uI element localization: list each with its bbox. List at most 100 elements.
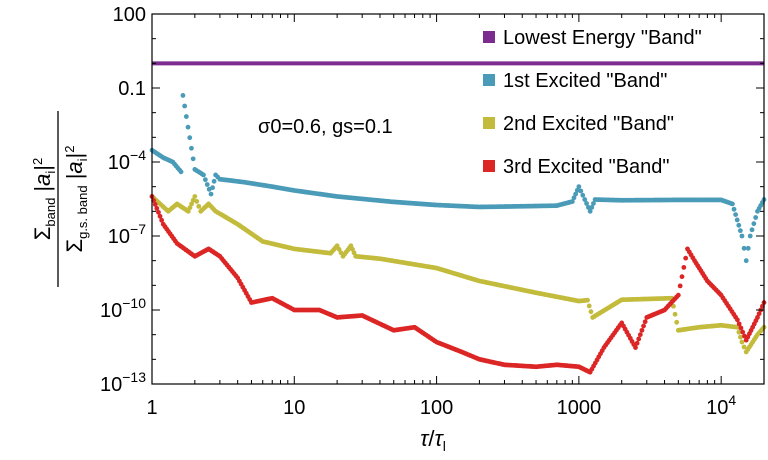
legend: Lowest Energy "Band" 1st Excited "Band" 2n… (483, 27, 702, 178)
data-point (589, 205, 595, 210)
data-point (334, 243, 340, 249)
data-point (642, 319, 648, 325)
data-point (573, 191, 579, 197)
data-point (753, 215, 759, 220)
data-point (187, 205, 193, 211)
series-3-points (149, 194, 767, 375)
data-point (749, 227, 755, 233)
data-point (202, 177, 208, 183)
x-axis-label: τ/τl (420, 426, 446, 454)
data-point (588, 309, 594, 315)
data-point (210, 185, 215, 191)
data-point (738, 334, 743, 340)
data-point (582, 197, 588, 202)
x-tick-label: 10 (283, 397, 305, 419)
data-point (737, 228, 743, 234)
data-point (578, 188, 584, 194)
data-point (584, 201, 589, 206)
data-point (639, 327, 645, 333)
data-point (185, 124, 191, 130)
x-tick-label: 1000 (557, 397, 602, 419)
data-point (194, 199, 200, 204)
data-point (756, 311, 762, 317)
data-point (196, 203, 202, 209)
legend-label: 1st Excited "Band" (503, 70, 667, 92)
y-axis-label: Σband |ai|2 Σg.s. band |ai|2 (30, 111, 90, 287)
data-point (681, 264, 687, 270)
chart-annotation: σ0=0.6, gs=0.1 (258, 116, 393, 138)
data-point (156, 209, 161, 215)
data-point (189, 145, 194, 151)
data-point (159, 217, 165, 223)
data-point (734, 317, 740, 323)
data-point (185, 208, 191, 214)
data-point (591, 201, 596, 206)
data-point (157, 213, 163, 219)
data-point (187, 135, 193, 141)
data-point (201, 172, 206, 178)
data-point (208, 191, 214, 197)
data-point (683, 255, 689, 261)
data-point (679, 274, 685, 280)
y-tick-labels: 10−13 10−10 10−7 10−4 0.1 100 (100, 4, 146, 396)
data-point (189, 201, 194, 207)
data-point (576, 184, 582, 190)
data-point (586, 303, 592, 309)
data-point (739, 233, 745, 239)
data-point (636, 336, 642, 342)
svg-text:Σg.s. band |ai|2: Σg.s. band |ai|2 (62, 145, 90, 252)
data-point (154, 205, 160, 211)
x-tick-labels: 1 10 100 1000 104 (146, 392, 736, 419)
data-point (580, 192, 586, 198)
data-point (571, 195, 577, 201)
plot-frame (151, 13, 765, 385)
data-point (671, 303, 676, 309)
data-point (183, 114, 189, 119)
x-tick-label: 1 (146, 397, 157, 419)
series-2-points (149, 194, 767, 355)
ticks-layer (151, 13, 765, 385)
data-point (733, 212, 739, 218)
data-point (192, 194, 198, 199)
legend-swatch (483, 117, 495, 129)
data-point (740, 329, 746, 335)
legend-label: Lowest Energy "Band" (503, 27, 702, 49)
data-point (204, 182, 210, 187)
y-tick-label: 10−4 (108, 147, 146, 174)
data-point (674, 319, 680, 325)
data-point (585, 205, 591, 210)
x-tick-label: 104 (706, 392, 736, 419)
data-point (634, 340, 640, 346)
legend-label: 2nd Excited "Band" (503, 113, 674, 135)
data-point (739, 339, 745, 345)
data-point (178, 169, 184, 175)
data-point (730, 201, 735, 207)
y-tick-label: 10−13 (100, 369, 146, 396)
data-point (574, 187, 580, 193)
svg-text:Σband |ai|2: Σband |ai|2 (30, 158, 58, 240)
legend-swatch (483, 160, 495, 172)
x-tick-label: 100 (420, 397, 453, 419)
data-point (736, 222, 742, 228)
data-point (734, 217, 740, 223)
data-point (190, 156, 196, 162)
data-point (675, 292, 681, 298)
data-point (736, 329, 742, 335)
data-point (677, 283, 683, 289)
data-point (731, 206, 737, 212)
data-point (743, 258, 749, 264)
legend-swatch (483, 31, 495, 43)
data-point (641, 323, 646, 329)
data-point (755, 315, 760, 320)
data-point (633, 345, 638, 350)
data-point (211, 178, 217, 184)
data-point (741, 245, 747, 251)
y-tick-label: 0.1 (118, 78, 146, 100)
legend-label: 3rd Excited "Band" (503, 156, 670, 178)
series-layer (149, 61, 767, 375)
y-tick-label: 100 (113, 4, 146, 26)
data-point (738, 325, 744, 331)
data-point (751, 221, 757, 227)
data-point (637, 332, 643, 338)
